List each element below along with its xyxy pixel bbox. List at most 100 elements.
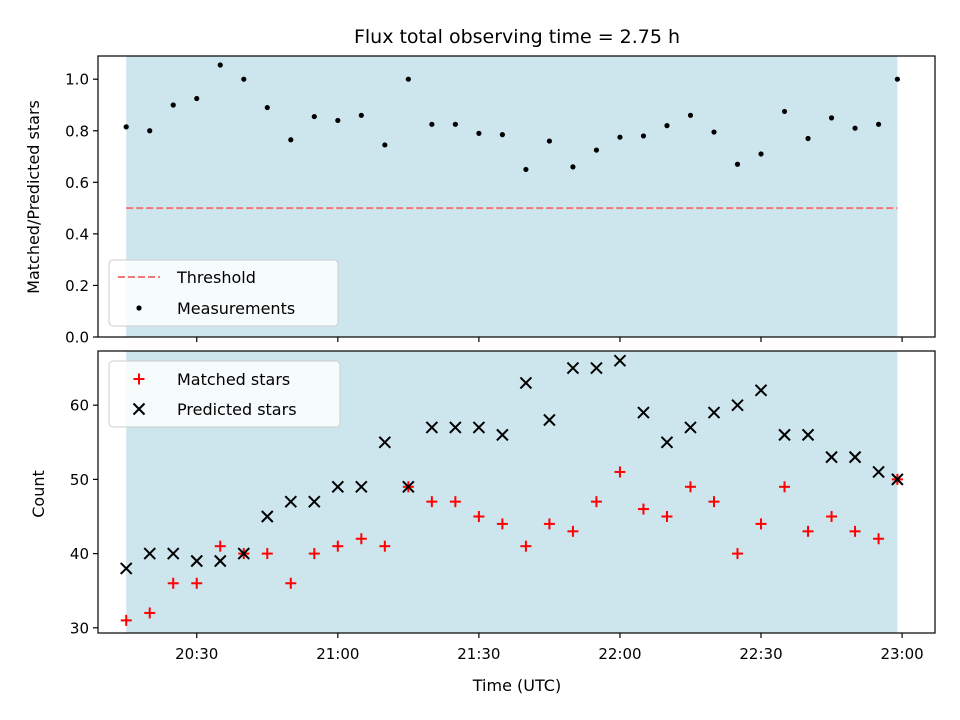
- measurement-point: [123, 124, 129, 130]
- legend-box: [108, 259, 339, 327]
- matched-star-point: [779, 481, 791, 493]
- ratio-y-ticks: 0.0 0.2 0.4 0.6 0.8 1.0: [65, 71, 98, 347]
- predicted-star-point: [590, 361, 603, 375]
- matched-star-point: [849, 525, 861, 537]
- measurement-point: [546, 138, 553, 144]
- measurement-point: [640, 133, 647, 139]
- measurement-point: [617, 134, 623, 140]
- matched-star-point: [567, 525, 579, 537]
- legend-box: [108, 360, 341, 428]
- predicted-star-point: [355, 480, 368, 494]
- matched-star-point: [802, 525, 814, 537]
- measurement-point: [288, 137, 294, 143]
- predicted-star-point: [543, 413, 556, 427]
- measurement-point: [894, 76, 900, 82]
- predicted-star-point: [566, 361, 580, 375]
- predicted-star-point: [425, 421, 439, 434]
- y-tick-label: 30: [70, 619, 89, 637]
- predicted-star-point: [120, 562, 133, 575]
- ratio-x-ticks: [196, 337, 903, 342]
- matched-star-point: [332, 540, 344, 552]
- legend-measurement-swatch: [136, 305, 142, 311]
- measurement-point: [264, 104, 270, 111]
- matched-star-point: [144, 607, 156, 619]
- predicted-star-point: [754, 384, 768, 397]
- matched-star-point: [261, 548, 273, 560]
- matched-star-point: [379, 540, 391, 552]
- matched-star-point: [308, 548, 320, 560]
- matched-star-point: [614, 466, 626, 478]
- matched-star-point: [285, 577, 297, 589]
- predicted-star-point: [801, 428, 815, 442]
- matched-star-point: [120, 614, 132, 626]
- predicted-star-point: [143, 547, 156, 560]
- measurement-point: [781, 108, 788, 115]
- measurement-point: [452, 121, 458, 127]
- legend-matched-label: Matched stars: [177, 370, 290, 389]
- matched-star-point: [167, 577, 179, 589]
- measurement-point: [711, 129, 717, 135]
- matched-star-point: [826, 510, 838, 522]
- time-x-ticks: 20:30 21:00 21:30 22:00 22:30 23:00: [175, 633, 924, 663]
- count-points: [120, 354, 904, 626]
- measurement-point: [499, 132, 505, 138]
- matched-star-point: [637, 503, 649, 515]
- measurement-point: [194, 95, 200, 102]
- predicted-star-point: [660, 436, 674, 449]
- predicted-star-point: [613, 354, 627, 367]
- measurement-point: [405, 76, 411, 82]
- ratio-plot-frame: [97, 55, 936, 338]
- time-x-tick-label: 22:30: [739, 645, 782, 663]
- time-x-tick-label: 21:00: [316, 645, 359, 663]
- y-tick-label: 0.8: [65, 122, 89, 140]
- predicted-star-point: [214, 554, 227, 568]
- time-x-tick-label: 21:30: [457, 645, 500, 663]
- measurement-points: [123, 62, 900, 173]
- matched-star-point: [873, 533, 885, 545]
- matched-star-point: [755, 518, 767, 530]
- y-tick-label: 1.0: [65, 71, 89, 89]
- predicted-star-point: [261, 510, 274, 523]
- y-tick-label: 0.6: [65, 174, 89, 192]
- measurement-point: [147, 128, 153, 134]
- matched-star-point: [732, 548, 744, 560]
- legend-matched-swatch: [133, 373, 145, 385]
- measurement-point: [758, 151, 764, 157]
- measurement-point: [217, 62, 223, 68]
- predicted-star-point: [402, 480, 415, 494]
- measurement-point: [382, 142, 388, 148]
- predicted-star-point: [237, 547, 250, 560]
- time-x-tick-label: 20:30: [175, 645, 218, 663]
- matched-star-point: [449, 496, 461, 508]
- matched-star-point: [496, 518, 508, 530]
- measurement-point: [852, 125, 858, 131]
- measurement-point: [875, 121, 882, 127]
- predicted-star-point: [872, 465, 885, 479]
- time-x-tick-label: 23:00: [880, 645, 923, 663]
- measurement-point: [429, 121, 435, 127]
- measurement-point: [241, 76, 247, 82]
- ratio-y-axis-label: Matched/Predicted stars: [24, 100, 43, 294]
- predicted-star-point: [778, 428, 791, 442]
- matched-star-point: [661, 510, 673, 522]
- matched-star-point: [191, 577, 203, 589]
- matched-star-point: [214, 540, 226, 552]
- count-y-axis-label: Count: [29, 470, 48, 518]
- measurement-point: [687, 112, 694, 118]
- measurement-point: [828, 115, 835, 121]
- predicted-star-point: [449, 421, 462, 434]
- predicted-star-point: [190, 554, 203, 568]
- measurement-point: [523, 166, 529, 173]
- y-tick-label: 0.2: [65, 277, 89, 295]
- predicted-star-point: [731, 398, 744, 412]
- measurement-point: [664, 123, 670, 129]
- measurement-point: [476, 130, 482, 136]
- predicted-star-point: [284, 495, 297, 508]
- predicted-star-point: [825, 450, 838, 464]
- measurement-point: [170, 102, 176, 108]
- ratio-legend: Threshold Measurements: [108, 259, 339, 327]
- matched-star-point: [684, 481, 696, 493]
- measurement-point: [358, 112, 364, 118]
- matched-star-point: [543, 518, 555, 530]
